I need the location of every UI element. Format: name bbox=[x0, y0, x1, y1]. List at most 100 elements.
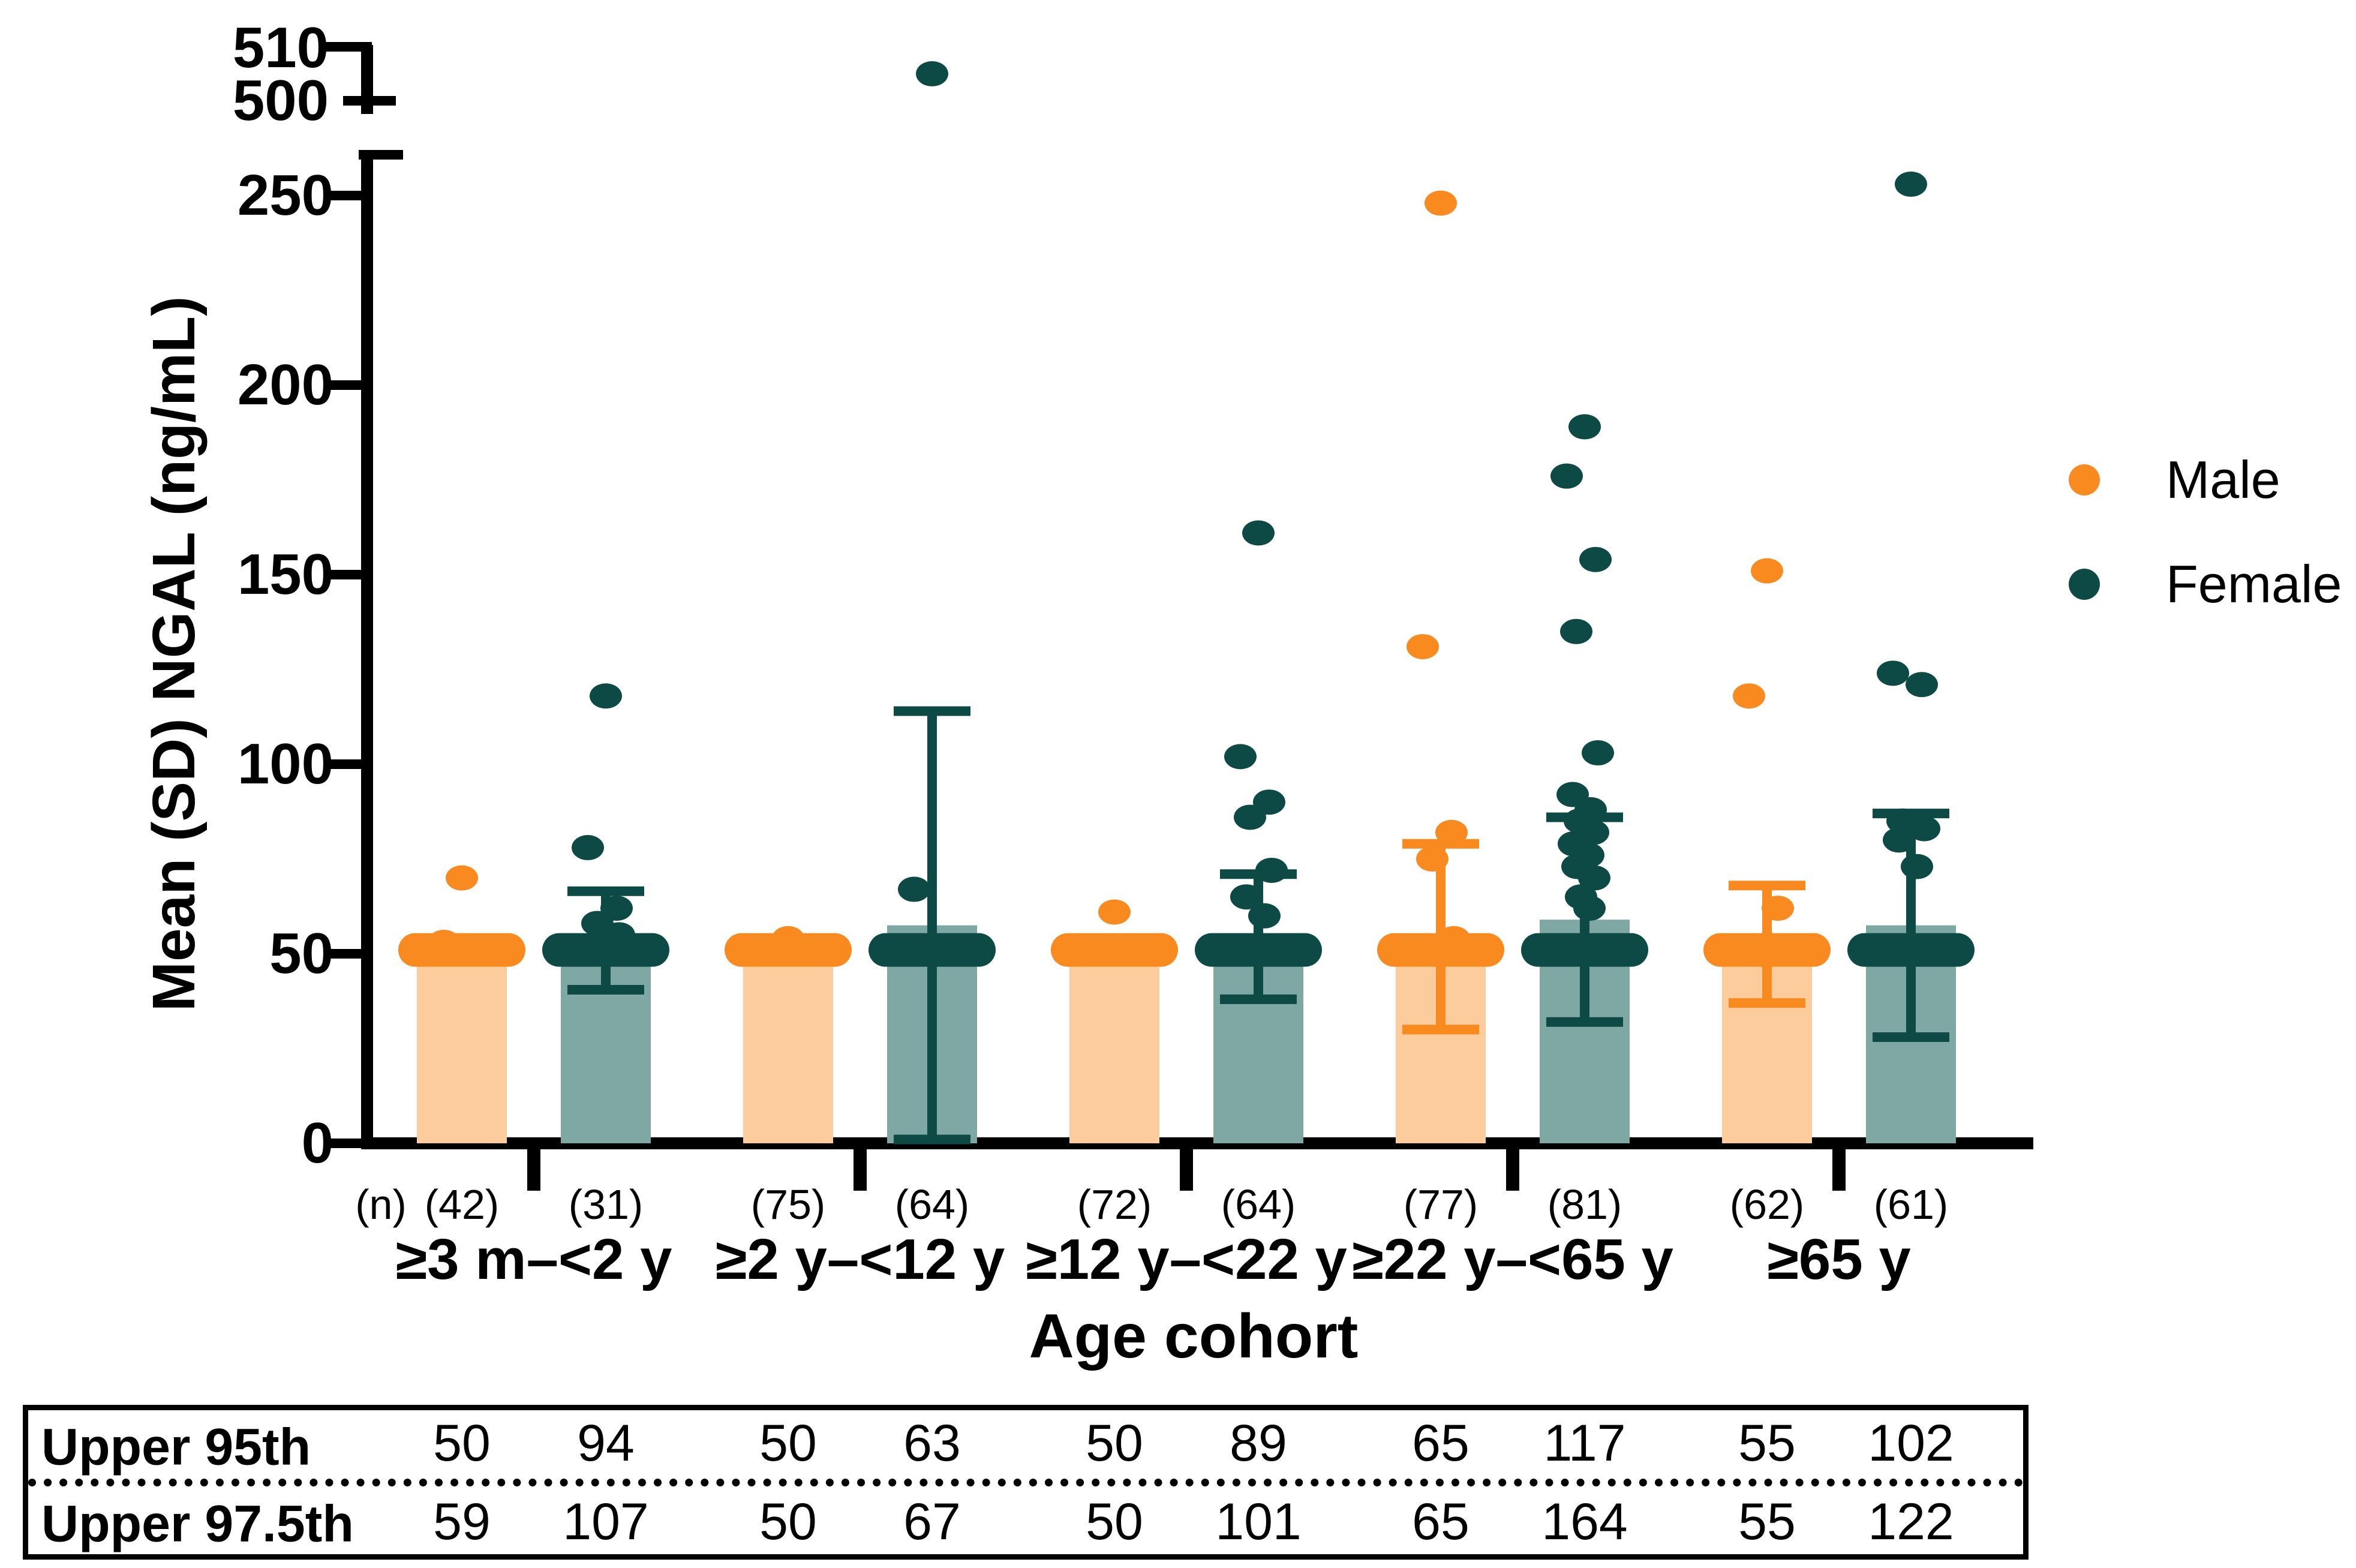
data-point bbox=[1908, 816, 1940, 842]
data-point bbox=[1242, 520, 1275, 546]
table-value-97-5th: 65 bbox=[1412, 1493, 1470, 1551]
data-point bbox=[1895, 172, 1927, 197]
n-count-label: (77) bbox=[1403, 1181, 1478, 1228]
data-point bbox=[1438, 926, 1470, 951]
n-count-label: (42) bbox=[424, 1181, 500, 1228]
point-cluster bbox=[1195, 933, 1322, 967]
y-tick-label: 100 bbox=[237, 732, 333, 796]
percentile-table: Upper 95th Upper 97.5th bbox=[23, 1405, 2029, 1560]
data-point bbox=[1255, 857, 1288, 883]
data-point bbox=[1751, 558, 1783, 584]
data-point bbox=[1877, 660, 1909, 686]
point-cluster bbox=[1703, 933, 1831, 967]
cohort-label: ≥2 y–<12 y bbox=[715, 1227, 1005, 1291]
table-value-95th: 94 bbox=[577, 1414, 635, 1472]
data-point bbox=[572, 835, 604, 861]
n-count-label: (31) bbox=[568, 1181, 644, 1228]
table-dotted-divider bbox=[28, 1479, 2023, 1486]
cohort-label: ≥3 m–<2 y bbox=[395, 1227, 672, 1291]
bar-male-2 bbox=[1069, 951, 1159, 1143]
female-legend-dot-icon bbox=[2069, 569, 2100, 600]
point-cluster bbox=[1847, 933, 1975, 967]
n-count-label: (61) bbox=[1873, 1181, 1949, 1228]
legend-item-male: Male bbox=[2069, 449, 2280, 510]
point-cluster bbox=[542, 933, 669, 967]
data-point bbox=[428, 930, 460, 956]
table-value-95th: 55 bbox=[1738, 1414, 1796, 1472]
point-cluster bbox=[869, 933, 996, 967]
table-value-97-5th: 122 bbox=[1868, 1493, 1954, 1551]
data-point bbox=[446, 865, 478, 891]
y-tick-label: 200 bbox=[237, 353, 333, 417]
table-row-label-97-5th: Upper 97.5th bbox=[41, 1495, 354, 1553]
data-point bbox=[1425, 190, 1457, 216]
y-break-label-510: 510 bbox=[232, 16, 329, 80]
data-point bbox=[1568, 414, 1601, 440]
bar-male-1 bbox=[743, 954, 833, 1143]
n-count-label: (62) bbox=[1729, 1181, 1805, 1228]
data-point bbox=[603, 922, 635, 948]
cohort-label: ≥12 y–<22 y bbox=[1026, 1227, 1347, 1291]
point-cluster bbox=[1377, 933, 1504, 967]
table-value-97-5th: 50 bbox=[759, 1493, 817, 1551]
point-cluster bbox=[1051, 933, 1178, 967]
point-cluster bbox=[1521, 933, 1648, 967]
table-value-97-5th: 107 bbox=[563, 1493, 649, 1551]
table-value-95th: 50 bbox=[759, 1414, 817, 1472]
table-value-95th: 117 bbox=[1543, 1414, 1626, 1472]
data-point bbox=[590, 683, 622, 709]
y-break-label-500: 500 bbox=[232, 68, 329, 133]
data-point bbox=[1883, 827, 1915, 853]
legend-female-label: Female bbox=[2166, 554, 2342, 614]
y-tick-label: 250 bbox=[237, 163, 333, 227]
n-count-label: (81) bbox=[1547, 1181, 1622, 1228]
cohort-label: ≥22 y–<65 y bbox=[1352, 1227, 1673, 1291]
data-point bbox=[1573, 896, 1606, 921]
data-point bbox=[456, 933, 489, 959]
data-point bbox=[1560, 618, 1592, 644]
table-value-95th: 65 bbox=[1412, 1414, 1470, 1472]
n-count-label: (64) bbox=[1221, 1181, 1296, 1228]
data-point bbox=[898, 876, 930, 902]
data-point bbox=[1230, 884, 1263, 910]
table-value-97-5th: 67 bbox=[903, 1493, 961, 1551]
n-count-label: (75) bbox=[750, 1181, 826, 1228]
data-point bbox=[1762, 896, 1794, 921]
bar-male-0 bbox=[417, 950, 507, 1143]
x-axis-title: Age cohort bbox=[1029, 1302, 1359, 1371]
table-value-97-5th: 59 bbox=[433, 1493, 491, 1551]
data-point bbox=[1550, 463, 1583, 489]
table-value-97-5th: 55 bbox=[1738, 1493, 1796, 1551]
n-count-label: (64) bbox=[894, 1181, 970, 1228]
table-value-95th: 102 bbox=[1868, 1414, 1954, 1472]
data-point bbox=[1582, 740, 1614, 766]
n-row-prefix: (n) bbox=[355, 1181, 407, 1228]
data-point bbox=[1578, 865, 1610, 891]
legend-male-label: Male bbox=[2166, 450, 2280, 509]
male-legend-dot-icon bbox=[2069, 464, 2100, 495]
y-tick-label: 150 bbox=[237, 542, 333, 606]
table-value-95th: 50 bbox=[1086, 1414, 1143, 1472]
y-axis-title: Mean (SD) NGAL (ng/mL) bbox=[140, 296, 208, 1012]
data-point bbox=[1098, 899, 1131, 925]
table-value-97-5th: 101 bbox=[1215, 1493, 1302, 1551]
table-row-label-95th: Upper 95th bbox=[41, 1418, 311, 1476]
data-point bbox=[1906, 672, 1938, 698]
table-value-97-5th: 50 bbox=[1086, 1493, 1143, 1551]
table-value-97-5th: 164 bbox=[1541, 1493, 1628, 1551]
table-value-95th: 50 bbox=[433, 1414, 491, 1472]
table-value-95th: 63 bbox=[903, 1414, 961, 1472]
data-point bbox=[1407, 634, 1439, 660]
data-point bbox=[1234, 804, 1266, 830]
data-point bbox=[1435, 819, 1468, 845]
y-tick-label: 50 bbox=[269, 921, 333, 986]
data-point bbox=[772, 926, 804, 951]
y-tick-label: 0 bbox=[301, 1111, 333, 1175]
data-point bbox=[916, 61, 948, 86]
data-point bbox=[1224, 744, 1257, 770]
data-point bbox=[1901, 854, 1933, 879]
n-count-label: (72) bbox=[1077, 1181, 1152, 1228]
data-point bbox=[1733, 683, 1765, 709]
